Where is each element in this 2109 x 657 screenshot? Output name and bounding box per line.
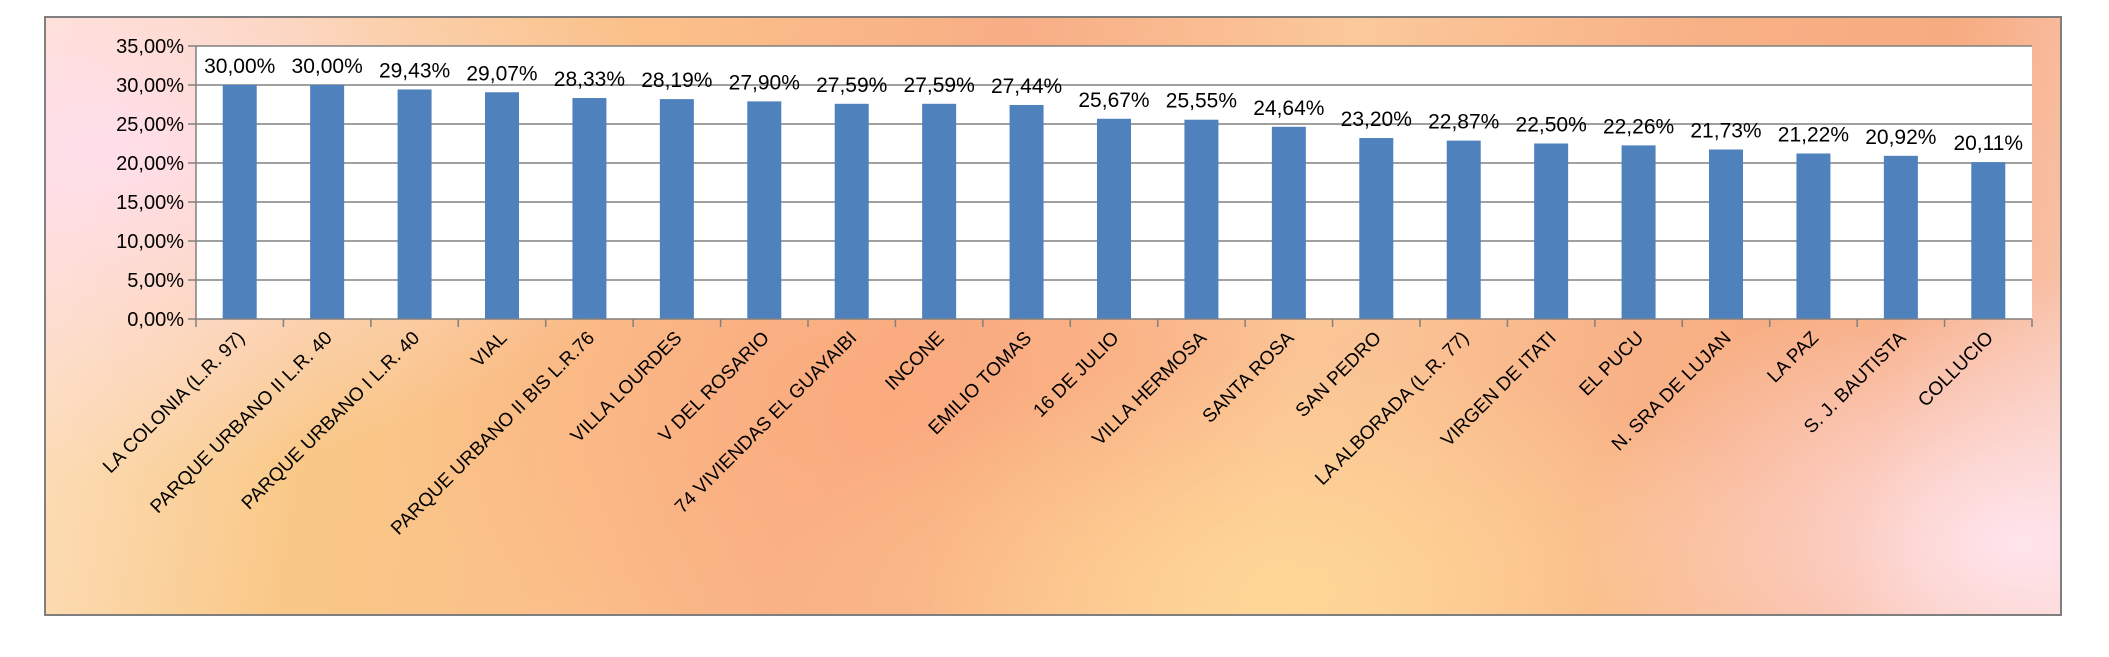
- y-tick-label: 30,00%: [116, 75, 184, 97]
- data-label: 20,92%: [1865, 126, 1936, 149]
- category-label: LA COLONIA (L.R. 97): [99, 328, 249, 478]
- data-label: 21,73%: [1690, 120, 1761, 143]
- data-label: 22,50%: [1516, 114, 1587, 137]
- data-label: 23,20%: [1341, 108, 1412, 131]
- data-labels: 30,00% 30,00% 29,43% 29,07% 28,33% 28,19% 27,9…: [204, 55, 2023, 155]
- data-label: 27,44%: [991, 75, 1062, 98]
- bar: [1009, 104, 1044, 319]
- y-tick-label: 20,00%: [116, 153, 184, 175]
- data-label: 27,59%: [816, 74, 887, 97]
- category-label: VIAL: [468, 328, 512, 372]
- data-label: 25,67%: [1078, 89, 1149, 112]
- bar: [485, 92, 519, 319]
- category-label: LA ALBORADA (L.R. 77): [1311, 328, 1473, 490]
- bar: [1097, 118, 1131, 319]
- data-label: 29,07%: [466, 62, 537, 85]
- y-tick-label: 15,00%: [116, 192, 184, 214]
- data-label: 28,33%: [554, 68, 625, 91]
- axes: 0,00% 5,00% 10,00% 15,00% 20,00% 25,00% 30,00%…: [116, 36, 2033, 331]
- data-label: 29,43%: [379, 59, 450, 82]
- bar: [222, 85, 257, 319]
- data-label: 25,55%: [1166, 90, 1237, 113]
- y-tick-label: 25,00%: [116, 114, 184, 136]
- category-label: SANTA ROSA: [1199, 327, 1299, 427]
- bar: [1184, 119, 1219, 320]
- category-label: EL PUCU: [1576, 328, 1649, 401]
- bar: [1709, 149, 1743, 319]
- category-label: 16 DE JULIO: [1030, 328, 1124, 422]
- bar-chart: 0,00% 5,00% 10,00% 15,00% 20,00% 25,00% 30,00%…: [99, 36, 2033, 539]
- category-labels: LA COLONIA (L.R. 97)PARQUE URBANO II L.R…: [99, 327, 1998, 539]
- bar: [1534, 143, 1569, 319]
- bar: [1446, 140, 1481, 319]
- data-label: 30,00%: [204, 55, 275, 78]
- data-label: 30,00%: [292, 55, 363, 78]
- bar: [1359, 138, 1394, 319]
- bar: [1971, 162, 2006, 319]
- category-label: LA PAZ: [1764, 327, 1824, 387]
- category-label: SAN PEDRO: [1292, 328, 1386, 422]
- bars: [222, 85, 2006, 320]
- bar: [1271, 126, 1306, 319]
- bar: [659, 99, 694, 319]
- bar: [1621, 145, 1656, 319]
- bar: [572, 98, 607, 319]
- data-label: 21,22%: [1778, 123, 1849, 146]
- bar: [1883, 155, 1918, 319]
- bar: [1796, 153, 1831, 319]
- chart-area: 0,00% 5,00% 10,00% 15,00% 20,00% 25,00% 30,00%…: [44, 16, 2062, 616]
- data-label: 24,64%: [1253, 97, 1324, 120]
- bar: [397, 89, 432, 319]
- y-tick-label: 10,00%: [116, 231, 184, 253]
- data-label: 28,19%: [641, 69, 712, 92]
- bar: [747, 101, 782, 319]
- y-tick-label: 35,00%: [116, 36, 184, 58]
- bar: [922, 103, 957, 319]
- category-label: INCONE: [882, 328, 949, 395]
- y-tick-label: 0,00%: [127, 309, 184, 331]
- data-label: 27,59%: [904, 74, 975, 97]
- category-label: PARQUE URBANO II L.R. 40: [147, 328, 337, 518]
- category-label: COLLUCIO: [1914, 328, 1998, 412]
- data-label: 20,11%: [1953, 132, 2023, 155]
- data-label: 22,87%: [1428, 111, 1499, 134]
- data-label: 22,26%: [1603, 115, 1674, 138]
- bar: [834, 103, 869, 319]
- data-label: 27,90%: [729, 71, 800, 94]
- y-tick-label: 5,00%: [127, 270, 184, 292]
- category-label: PARQUE URBANO I L.R. 40: [238, 328, 424, 514]
- category-label: 74 VIVIENDAS EL GUAYAIBI: [671, 328, 861, 518]
- bar: [310, 85, 345, 319]
